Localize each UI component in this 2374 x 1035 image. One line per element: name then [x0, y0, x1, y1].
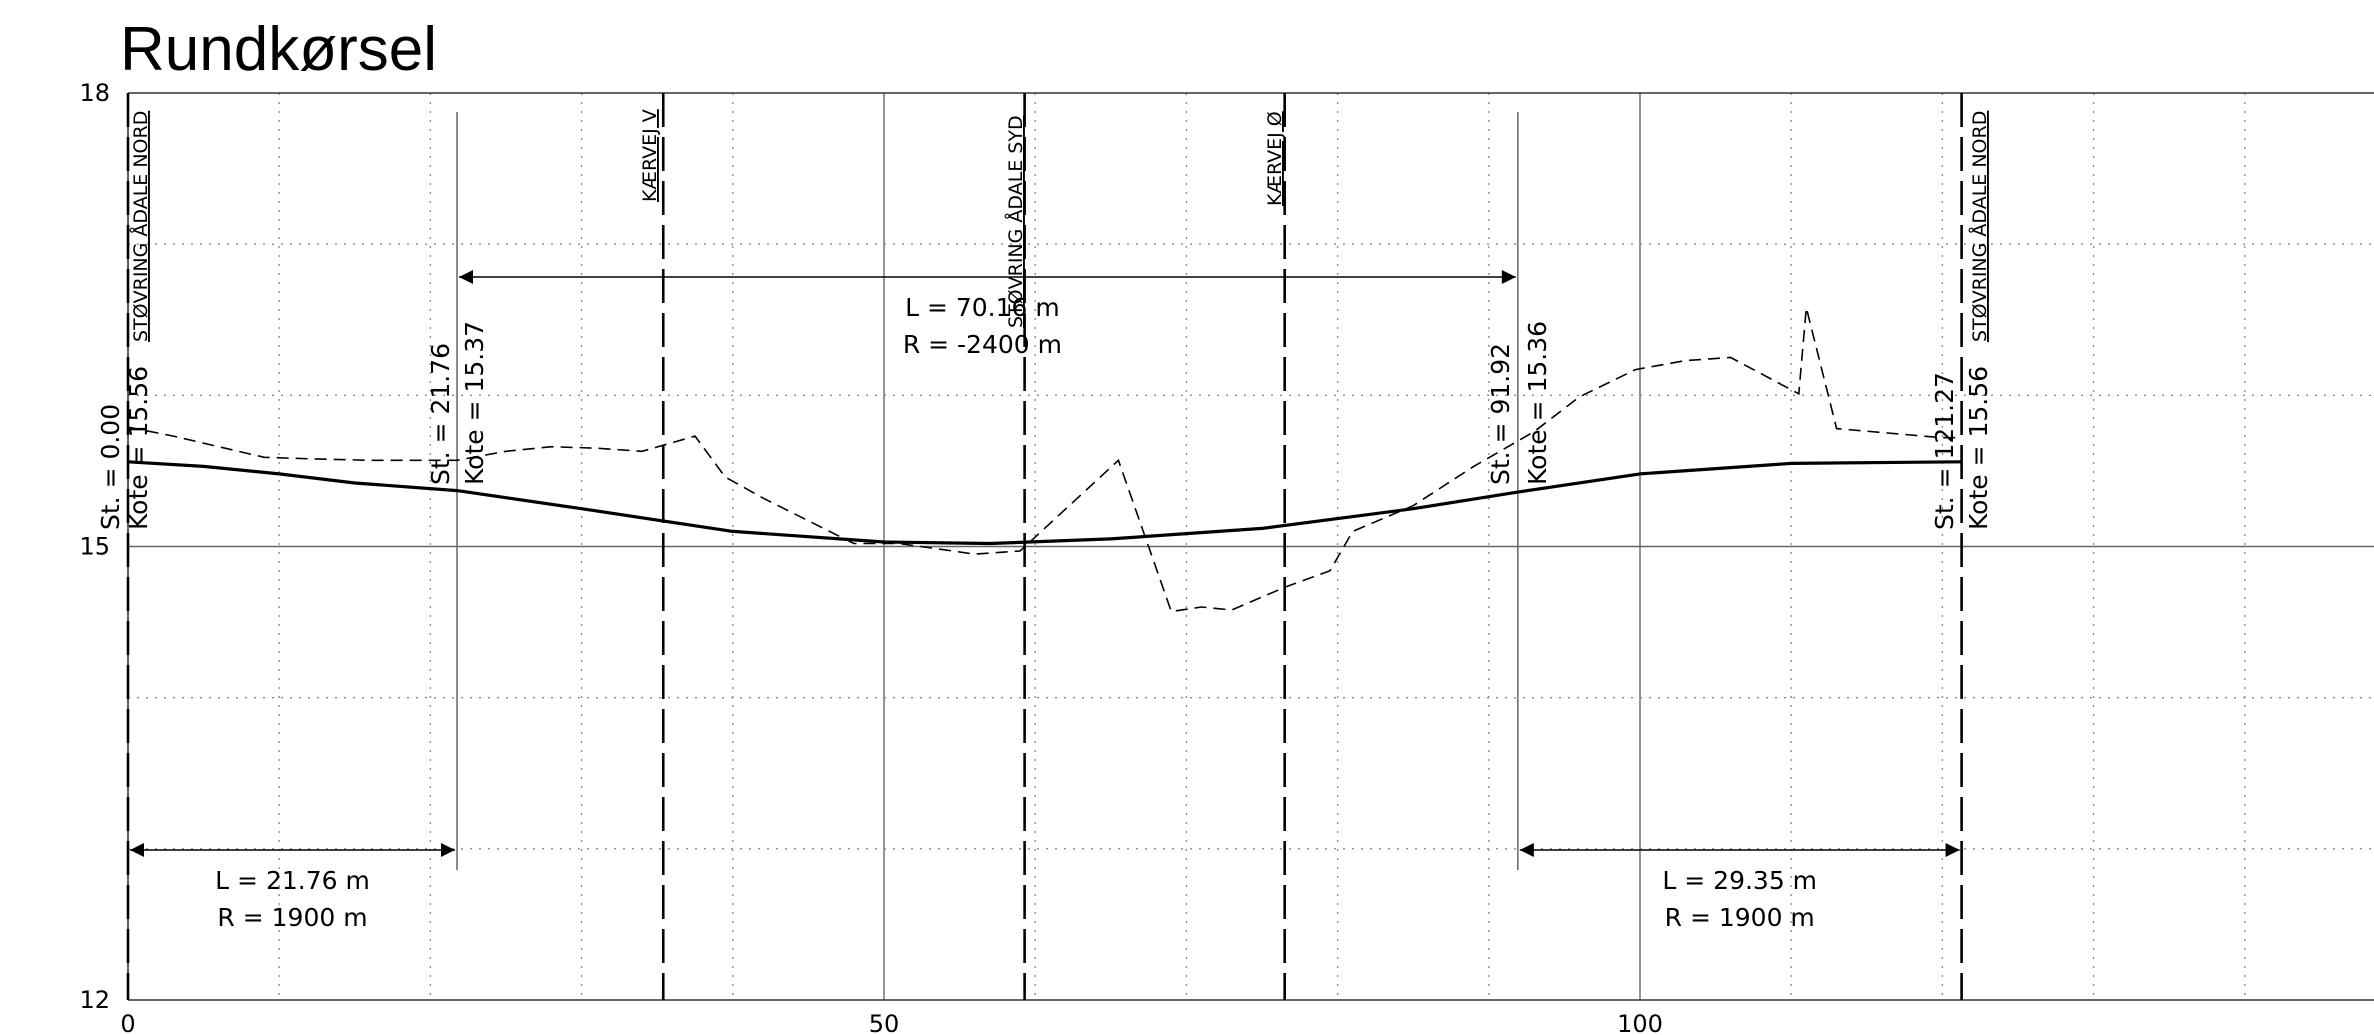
crossing-label: STØVRING ÅDALE NORD — [1968, 111, 1991, 342]
crossing-label: STØVRING ÅDALE SYD — [1004, 115, 1027, 328]
crossing-label: STØVRING ÅDALE NORD — [129, 111, 152, 342]
station-label: St. = 121.27 — [1930, 372, 1959, 530]
station-label: St. = 0.00 — [96, 404, 125, 530]
grade-line — [127, 460, 1962, 546]
terrain-line — [127, 307, 1962, 613]
crossing-lines — [126, 93, 1963, 1000]
curve-length-label: L = 70.16 m — [905, 293, 1060, 322]
x-tick-label: 50 — [869, 1010, 900, 1035]
curve-radius-label: R = -2400 m — [903, 330, 1062, 359]
x-tick-label: 0 — [120, 1010, 135, 1035]
kote-label: Kote = 15.56 — [1964, 366, 1993, 530]
station-label: St. = 21.76 — [426, 343, 455, 485]
station-lines — [456, 112, 1519, 870]
curve-length-label: L = 29.35 m — [1662, 866, 1817, 895]
vertical-labels: St. = 0.00 Kote = 15.56 St. = 21.76 Kote = … — [96, 109, 1993, 530]
profile-series — [127, 307, 1962, 613]
y-tick-label: 12 — [79, 986, 110, 1014]
curve-dimensions: L = 21.76 m R = 1900 m L = 70.16 m R = -240… — [130, 270, 1960, 932]
kote-label: Kote = 15.37 — [460, 321, 489, 485]
x-tick-label: 100 — [1617, 1010, 1663, 1035]
diagram-title: Rundkørsel — [120, 15, 437, 84]
crossing-label: KÆRVEJ V — [639, 109, 661, 202]
kote-label: Kote = 15.56 — [124, 366, 153, 530]
curve-radius-label: R = 1900 m — [1665, 903, 1815, 932]
y-tick-label: 18 — [79, 79, 110, 107]
curve-length-label: L = 21.76 m — [215, 866, 370, 895]
crossing-label: KÆRVEJ Ø — [1264, 111, 1286, 206]
tick-labels: 0 50 100 18 15 12 — [79, 79, 1662, 1035]
kote-label: Kote = 15.36 — [1523, 321, 1552, 485]
curve-radius-label: R = 1900 m — [217, 903, 367, 932]
station-label: St. = 91.92 — [1486, 343, 1515, 485]
y-tick-label: 15 — [79, 533, 110, 561]
grid — [128, 93, 2374, 1000]
